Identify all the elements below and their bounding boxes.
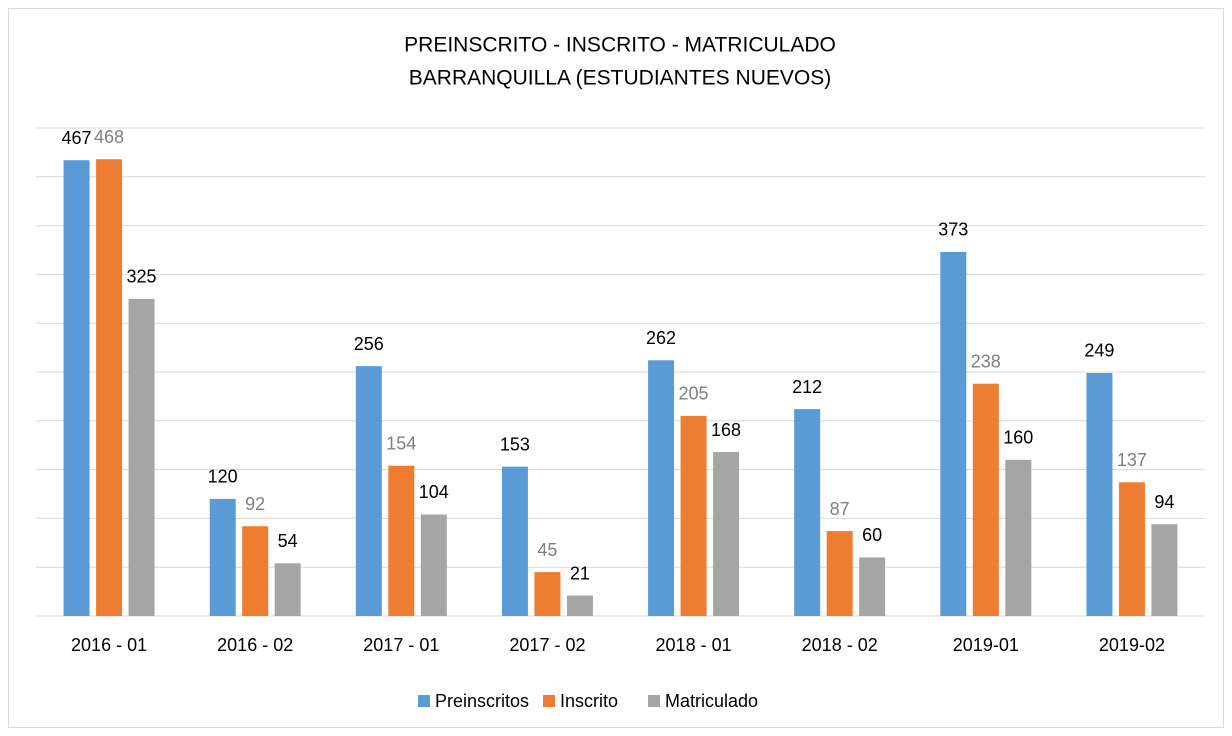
data-label: 60 — [862, 525, 882, 545]
bar — [128, 298, 155, 616]
bar — [1118, 482, 1145, 616]
data-label: 467 — [62, 128, 92, 148]
bar — [859, 557, 886, 616]
bar — [940, 251, 967, 616]
legend-label: Preinscritos — [435, 691, 529, 711]
data-label: 212 — [792, 377, 822, 397]
bar — [794, 409, 821, 616]
bar — [534, 572, 561, 616]
x-tick-label: 2019-02 — [1099, 635, 1165, 655]
data-label: 54 — [278, 531, 298, 551]
bar — [96, 159, 123, 616]
data-label: 168 — [711, 420, 741, 440]
x-tick-label: 2016 - 01 — [71, 635, 147, 655]
data-label: 104 — [419, 482, 449, 502]
bar — [972, 383, 999, 616]
bar — [388, 465, 415, 616]
data-label: 21 — [570, 563, 590, 583]
legend-swatch — [543, 695, 555, 707]
data-label: 249 — [1084, 341, 1114, 361]
bar — [566, 595, 593, 616]
data-label: 256 — [354, 334, 384, 354]
legend-swatch — [648, 695, 660, 707]
chart-border — [8, 8, 1224, 728]
bar — [501, 466, 528, 616]
bar — [420, 514, 447, 616]
bar — [242, 526, 269, 616]
data-label: 45 — [537, 540, 557, 560]
x-tick-label: 2019-01 — [953, 635, 1019, 655]
x-tick-label: 2018 - 01 — [656, 635, 732, 655]
bar — [274, 563, 301, 616]
bar — [209, 498, 236, 616]
chart-title: PREINSCRITO - INSCRITO - MATRICULADO — [404, 34, 836, 57]
x-tick-label: 2017 - 01 — [363, 635, 439, 655]
bar — [713, 452, 740, 616]
legend-swatch — [418, 695, 430, 707]
bar — [63, 160, 90, 616]
data-label: 92 — [245, 494, 265, 514]
data-label: 160 — [1003, 428, 1033, 448]
data-label: 262 — [646, 328, 676, 348]
legend-label: Matriculado — [665, 691, 758, 711]
data-label: 238 — [971, 351, 1001, 371]
data-label: 325 — [127, 267, 157, 287]
bar — [1151, 524, 1178, 616]
bar — [826, 531, 853, 616]
x-tick-label: 2016 - 02 — [217, 635, 293, 655]
data-label: 468 — [94, 127, 124, 147]
bar — [1086, 372, 1113, 616]
legend-label: Inscrito — [560, 691, 618, 711]
data-label: 94 — [1154, 492, 1174, 512]
bar — [680, 415, 707, 616]
data-label: 137 — [1117, 450, 1147, 470]
data-label: 87 — [830, 499, 850, 519]
x-tick-label: 2018 - 02 — [802, 635, 878, 655]
chart-subtitle: BARRANQUILLA (ESTUDIANTES NUEVOS) — [409, 67, 831, 90]
data-label: 205 — [679, 384, 709, 404]
bar — [1005, 459, 1032, 616]
data-label: 120 — [208, 467, 238, 487]
data-label: 373 — [938, 220, 968, 240]
data-label: 154 — [386, 433, 416, 453]
bar — [355, 366, 382, 616]
x-tick-label: 2017 - 02 — [509, 635, 585, 655]
data-label: 153 — [500, 434, 530, 454]
bar — [648, 360, 675, 616]
